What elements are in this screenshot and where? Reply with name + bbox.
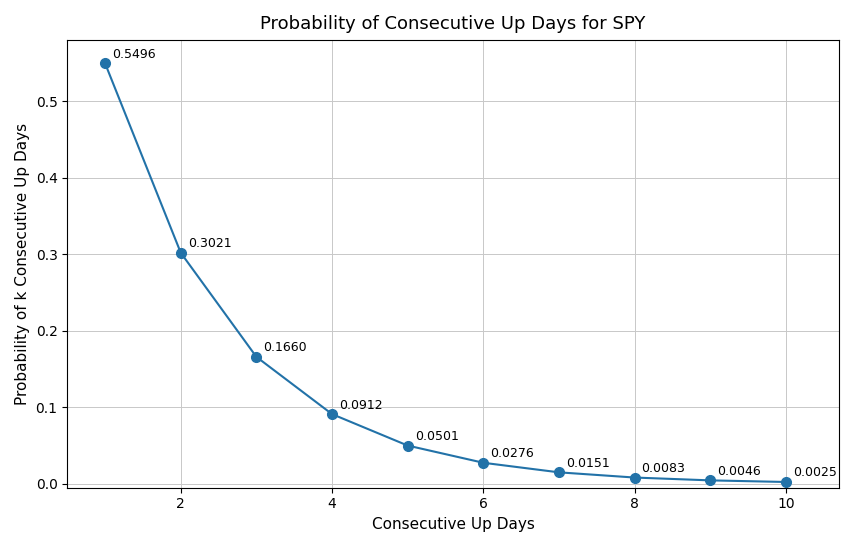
Text: 0.0083: 0.0083 <box>642 462 685 475</box>
Text: 0.0501: 0.0501 <box>415 430 459 443</box>
Text: 0.0151: 0.0151 <box>566 457 610 470</box>
Text: 0.0912: 0.0912 <box>339 399 382 411</box>
Text: 0.3021: 0.3021 <box>187 237 231 250</box>
X-axis label: Consecutive Up Days: Consecutive Up Days <box>372 517 534 532</box>
Text: 0.1660: 0.1660 <box>264 341 307 354</box>
Title: Probability of Consecutive Up Days for SPY: Probability of Consecutive Up Days for S… <box>260 15 646 33</box>
Text: 0.0276: 0.0276 <box>490 447 534 460</box>
Text: 0.0025: 0.0025 <box>793 467 837 479</box>
Y-axis label: Probability of k Consecutive Up Days: Probability of k Consecutive Up Days <box>15 123 30 405</box>
Text: 0.0046: 0.0046 <box>717 465 761 478</box>
Text: 0.5496: 0.5496 <box>112 48 155 61</box>
